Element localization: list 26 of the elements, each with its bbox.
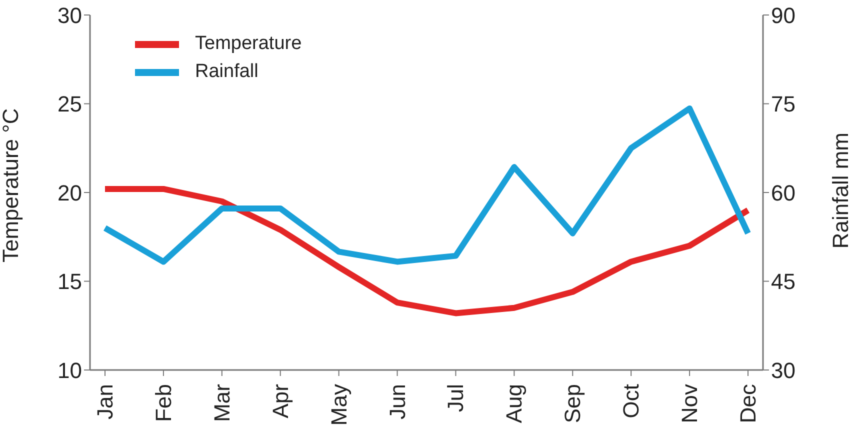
legend-label: Temperature [195, 33, 302, 55]
x-tick-label: Jun [384, 384, 410, 420]
x-tick-label: Oct [618, 384, 644, 418]
y-tick-label: 10 [58, 358, 82, 383]
x-tick-label: Aug [502, 384, 527, 424]
x-tick-label: Dec [736, 384, 760, 424]
y-tick-label: 30 [58, 2, 82, 28]
y2-tick-label: 30 [771, 358, 796, 383]
y2-tick-label: 90 [771, 2, 796, 28]
y-axis-title: Temperature °C [0, 108, 23, 262]
x-tick-label: Feb [150, 384, 176, 422]
y-tick-label: 15 [58, 269, 82, 294]
x-tick-label: Nov [677, 384, 702, 424]
y-tick-label: 25 [58, 92, 82, 117]
y2-axis-title: Rainfall mm [828, 132, 850, 249]
y-tick-label: 20 [58, 180, 82, 206]
y2-tick-label: 75 [771, 92, 796, 117]
x-tick-label: Jul [443, 384, 468, 412]
y2-tick-label: 60 [771, 180, 796, 206]
y2-tick-label: 45 [771, 269, 796, 294]
x-tick-label: Apr [268, 384, 293, 418]
x-tick-label: Mar [209, 384, 234, 422]
x-tick-label: Jan [92, 384, 118, 420]
legend-label: Rainfall [195, 61, 258, 83]
x-tick-label: Sep [560, 384, 586, 424]
x-tick-label: May [326, 384, 352, 426]
